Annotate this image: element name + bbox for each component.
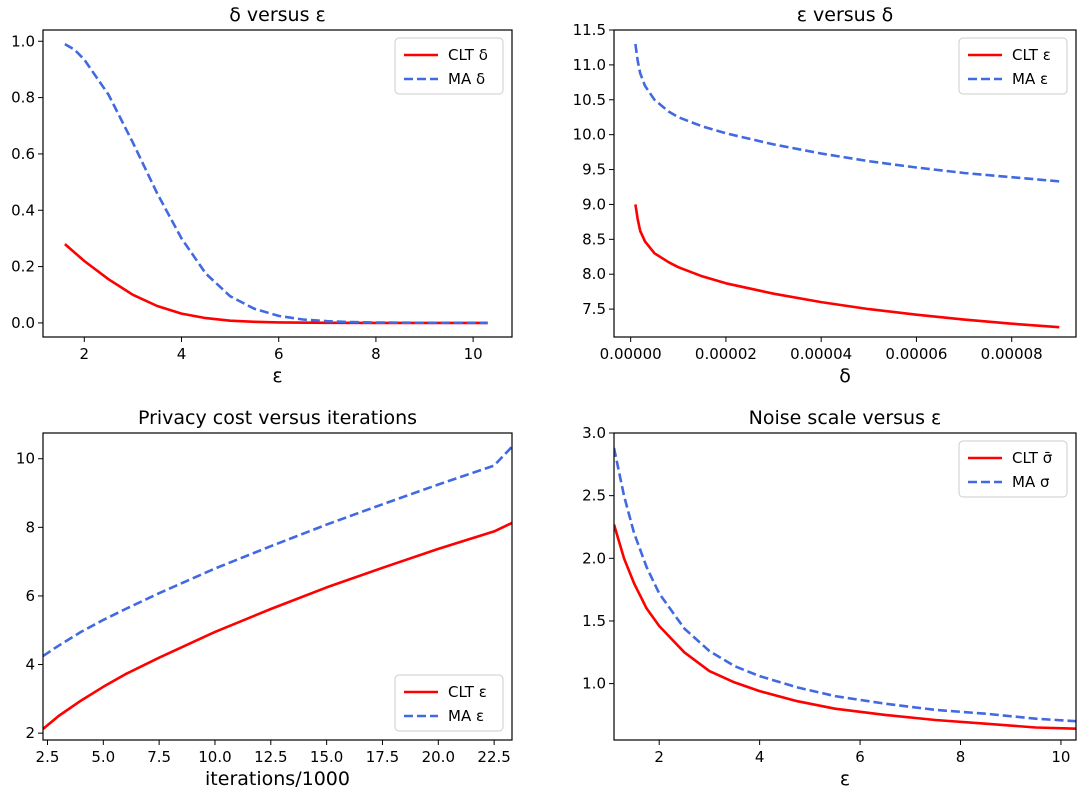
x-tick-label: 10 <box>1051 748 1070 766</box>
legend-label: CLT σ̄ <box>1012 449 1053 467</box>
x-tick-label: 22.5 <box>477 748 510 766</box>
chart-title: ε versus δ <box>797 4 894 26</box>
y-tick-label: 0.6 <box>11 145 35 163</box>
y-tick-label: 11.5 <box>573 21 606 39</box>
legend-label: MA ε <box>448 707 484 725</box>
legend: CLT σ̄ MA σ <box>958 440 1068 498</box>
axes-frame <box>42 432 513 741</box>
y-tick-label: 0.4 <box>11 201 35 219</box>
legend: CLT ε MA ε <box>394 674 504 732</box>
chart-title: Noise scale versus ε <box>749 407 942 429</box>
chart-privacy-cost: Privacy cost versus iterations 2.5 5.0 7.5 1… <box>16 407 513 790</box>
y-tick-label: 3.0 <box>582 424 606 442</box>
x-axis-label: ε <box>272 365 282 387</box>
axes-frame <box>613 432 1077 741</box>
y-tick-label: 7.5 <box>582 300 606 318</box>
legend-label: MA δ <box>448 70 485 88</box>
legend: CLT ε MA ε <box>958 37 1068 95</box>
chart-noise-scale: Noise scale versus ε 2 4 6 8 10 1.0 1.5 2.0 2.5 3.… <box>582 407 1077 790</box>
y-tick-label: 1.0 <box>11 32 35 50</box>
y-tick-label: 10 <box>16 450 35 468</box>
x-tick-label: 4 <box>755 748 765 766</box>
x-tick-label: 20.0 <box>422 748 455 766</box>
x-tick-label: 7.5 <box>147 748 171 766</box>
y-tick-label: 8 <box>25 518 35 536</box>
series-line-ma <box>634 43 1060 183</box>
series-line-ma <box>43 445 512 658</box>
legend-label: MA σ <box>1012 473 1050 491</box>
legend-label: CLT ε <box>448 683 487 701</box>
x-tick-label: 15.0 <box>310 748 343 766</box>
y-tick-label: 10.0 <box>573 126 606 144</box>
y-tick-label: 1.5 <box>582 612 606 630</box>
x-tick-label: 12.5 <box>254 748 287 766</box>
x-tick-label: 2 <box>654 748 664 766</box>
y-tick-label: 0.2 <box>11 258 35 276</box>
chart-epsilon-vs-delta: ε versus δ 0.00000 0.00002 0.00004 0.00006 0.… <box>573 4 1077 387</box>
y-tick-label: 9.0 <box>582 195 606 213</box>
x-tick-label: 8 <box>956 748 966 766</box>
y-tick-label: 2.5 <box>582 487 606 505</box>
chart-title: Privacy cost versus iterations <box>138 407 417 429</box>
legend: CLT δ MA δ <box>394 37 504 95</box>
x-axis-label: iterations/1000 <box>205 768 350 790</box>
y-tick-label: 6 <box>25 587 35 605</box>
x-axis-label: δ <box>839 365 851 387</box>
x-tick-label: 2 <box>80 345 90 363</box>
y-tick-label: 1.0 <box>582 675 606 693</box>
x-tick-label: 0.00004 <box>790 345 852 363</box>
y-tick-label: 9.5 <box>582 161 606 179</box>
series-line-ma <box>614 447 1076 723</box>
axes-frame <box>42 29 513 338</box>
x-tick-label: 8 <box>371 345 381 363</box>
x-tick-label: 6 <box>855 748 865 766</box>
legend-label: CLT δ <box>448 46 488 64</box>
chart-title: δ versus ε <box>229 4 326 26</box>
y-tick-label: 4 <box>25 656 35 674</box>
x-tick-label: 2.5 <box>36 748 60 766</box>
chart-delta-vs-epsilon: δ versus ε 2 4 6 8 10 0.0 0.2 0.4 0.6 0.8 1.0 ε CLT δ… <box>11 4 513 387</box>
axes-frame <box>613 29 1077 338</box>
x-tick-label: 6 <box>274 345 284 363</box>
y-tick-label: 10.5 <box>573 91 606 109</box>
x-tick-label: 0.00008 <box>981 345 1043 363</box>
y-tick-label: 11.0 <box>573 56 606 74</box>
series-line-clt <box>64 243 488 325</box>
x-tick-label: 0.00002 <box>695 345 757 363</box>
series-line-clt <box>614 524 1076 730</box>
x-tick-label: 10.0 <box>198 748 231 766</box>
legend-label: MA ε <box>1012 70 1048 88</box>
y-tick-label: 2 <box>25 724 35 742</box>
y-tick-label: 8.5 <box>582 230 606 248</box>
series-line-ma <box>64 42 488 325</box>
y-tick-label: 2.0 <box>582 549 606 567</box>
x-tick-label: 4 <box>177 345 187 363</box>
y-tick-label: 0.0 <box>11 314 35 332</box>
x-tick-label: 10 <box>464 345 483 363</box>
y-tick-label: 8.0 <box>582 265 606 283</box>
x-tick-label: 5.0 <box>91 748 115 766</box>
x-axis-label: ε <box>840 768 850 790</box>
series-line-clt <box>43 521 512 730</box>
x-tick-label: 0.00000 <box>600 345 662 363</box>
x-tick-label: 17.5 <box>366 748 399 766</box>
series-line-clt <box>634 204 1060 329</box>
legend-label: CLT ε <box>1012 46 1051 64</box>
x-tick-label: 0.00006 <box>885 345 947 363</box>
y-tick-label: 0.8 <box>11 89 35 107</box>
